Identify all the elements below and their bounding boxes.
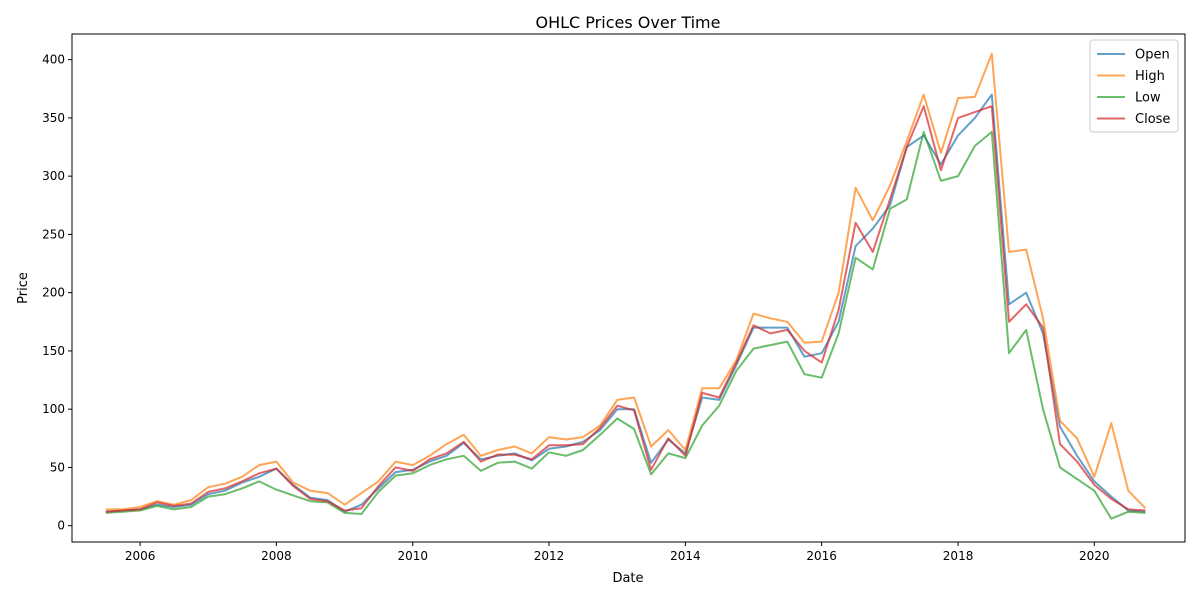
x-axis-label: Date [612, 571, 643, 586]
legend-frame [1089, 39, 1179, 133]
x-axis: 2006 2008 2010 2012 2014 2016 2018 2020 [125, 542, 1110, 563]
x-tick-label: 2020 [1079, 549, 1110, 563]
legend-label-high: High [1135, 69, 1165, 84]
chart-title: OHLC Prices Over Time [536, 13, 721, 32]
y-axis-label: Price [16, 272, 31, 304]
x-tick-label: 2008 [261, 549, 292, 563]
series-layer [105, 52, 1147, 520]
x-tick-label: 2010 [397, 549, 428, 563]
plot-area-frame [71, 33, 1186, 543]
series-line-high [105, 52, 1147, 511]
x-tick-label: 2012 [534, 549, 565, 563]
series-line-low [105, 130, 1146, 520]
y-tick-label: 250 [42, 227, 65, 241]
y-tick-label: 300 [42, 169, 65, 183]
x-tick-label: 2014 [670, 549, 701, 563]
y-tick-label: 100 [42, 402, 65, 416]
y-tick-label: 200 [42, 286, 65, 300]
y-tick-label: 350 [42, 111, 65, 125]
y-tick-label: 400 [42, 53, 65, 67]
x-tick-label: 2006 [125, 549, 156, 563]
y-tick-label: 0 [57, 519, 65, 533]
y-tick-label: 50 [50, 460, 65, 474]
series-line-close [105, 105, 1146, 513]
legend-label-low: Low [1135, 91, 1161, 106]
y-axis: 0 50 100 150 200 250 300 350 400 [42, 53, 72, 533]
legend-label-close: Close [1135, 112, 1170, 127]
x-tick-label: 2018 [943, 549, 974, 563]
legend-label-open: Open [1135, 48, 1170, 63]
x-tick-label: 2016 [806, 549, 837, 563]
y-tick-label: 150 [42, 344, 65, 358]
legend: Open High Low Close [1089, 39, 1179, 133]
